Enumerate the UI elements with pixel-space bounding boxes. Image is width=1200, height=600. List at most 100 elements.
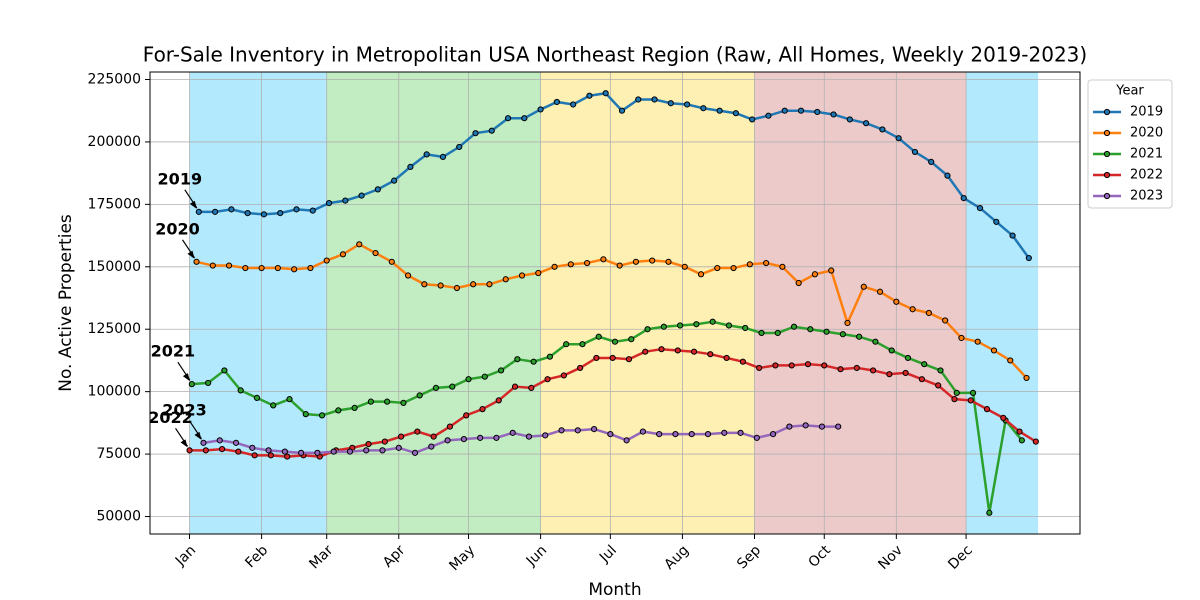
data-point <box>958 334 965 342</box>
data-point <box>625 356 633 363</box>
data-point <box>351 404 358 411</box>
series-line <box>196 242 1028 379</box>
data-point <box>318 412 326 419</box>
data-point <box>514 356 521 363</box>
data-point <box>309 207 316 214</box>
x-tick-label: Feb <box>242 542 271 571</box>
data-point <box>453 284 460 292</box>
legend-title: Year <box>1115 84 1144 99</box>
data-point <box>951 396 958 403</box>
data-point <box>928 158 935 166</box>
data-point <box>960 195 967 202</box>
data-point <box>339 251 347 258</box>
data-point <box>639 428 647 435</box>
data-point <box>558 427 565 434</box>
data-point <box>437 282 444 289</box>
data-point <box>1018 437 1025 444</box>
legend-label: 2021 <box>1130 147 1163 162</box>
data-point <box>577 364 584 372</box>
data-point <box>888 347 895 354</box>
data-point <box>463 412 470 419</box>
data-point <box>307 264 314 272</box>
data-point <box>721 429 728 436</box>
data-point <box>465 376 472 383</box>
data-point <box>335 407 342 414</box>
annotation: 2019 <box>158 169 203 188</box>
data-point <box>388 258 395 265</box>
data-point <box>1007 357 1014 364</box>
data-point <box>472 130 479 137</box>
data-point <box>683 101 691 108</box>
data-point <box>212 208 219 215</box>
data-point <box>818 423 826 430</box>
annotation-arrowhead <box>180 439 188 448</box>
chart-title: For-Sale Inventory in Metropolitan USA N… <box>143 43 1087 67</box>
data-point <box>358 192 365 199</box>
season-band <box>326 72 541 534</box>
data-point <box>616 262 623 269</box>
data-point <box>804 361 812 368</box>
data-point <box>439 153 447 161</box>
data-point <box>495 397 502 404</box>
data-point <box>456 143 463 151</box>
data-point <box>1025 254 1032 262</box>
data-point <box>374 186 381 193</box>
data-point <box>602 90 609 97</box>
data-point <box>330 448 337 455</box>
x-tick-label: Jun <box>523 542 550 569</box>
data-point <box>723 354 730 362</box>
y-axis-label: No. Active Properties <box>56 214 76 392</box>
data-point <box>983 406 991 413</box>
data-point <box>786 423 793 430</box>
data-point <box>677 322 684 329</box>
data-point <box>753 434 760 441</box>
data-point <box>649 257 656 264</box>
data-point <box>235 448 242 455</box>
data-point <box>488 127 495 134</box>
x-tick-label: May <box>446 542 478 574</box>
data-point <box>416 392 423 399</box>
data-point <box>790 323 798 330</box>
data-point <box>770 431 777 438</box>
y-tick-label: 175000 <box>88 196 141 212</box>
series-line <box>203 424 839 455</box>
data-point <box>432 384 440 392</box>
data-point <box>579 341 586 348</box>
data-point <box>732 110 740 117</box>
data-point <box>904 354 912 362</box>
data-point <box>802 422 809 429</box>
data-point <box>216 437 223 444</box>
data-point <box>730 264 737 272</box>
data-point <box>693 321 700 328</box>
data-point <box>779 263 786 270</box>
data-point <box>797 107 805 114</box>
x-tick-label: Oct <box>805 542 834 571</box>
data-point <box>795 279 802 287</box>
data-point <box>660 323 667 330</box>
data-point <box>560 372 567 379</box>
data-point <box>525 433 533 440</box>
x-tick-label: Nov <box>875 542 906 573</box>
data-point <box>193 258 200 265</box>
data-point <box>546 353 554 360</box>
series-line <box>198 91 1030 259</box>
data-point <box>209 262 216 269</box>
y-tick-label: 225000 <box>88 71 141 87</box>
data-point <box>395 444 402 451</box>
data-point <box>509 429 516 436</box>
data-point <box>993 218 1000 225</box>
data-point <box>739 358 746 365</box>
data-point <box>763 259 770 267</box>
data-point <box>593 354 600 362</box>
data-point <box>665 258 672 265</box>
data-point <box>367 398 374 405</box>
data-point <box>225 262 233 269</box>
data-point <box>232 439 240 446</box>
data-point <box>821 362 828 369</box>
data-point <box>974 338 981 345</box>
y-tick-label: 150000 <box>88 259 141 275</box>
data-point <box>202 447 209 454</box>
data-point <box>323 257 330 264</box>
